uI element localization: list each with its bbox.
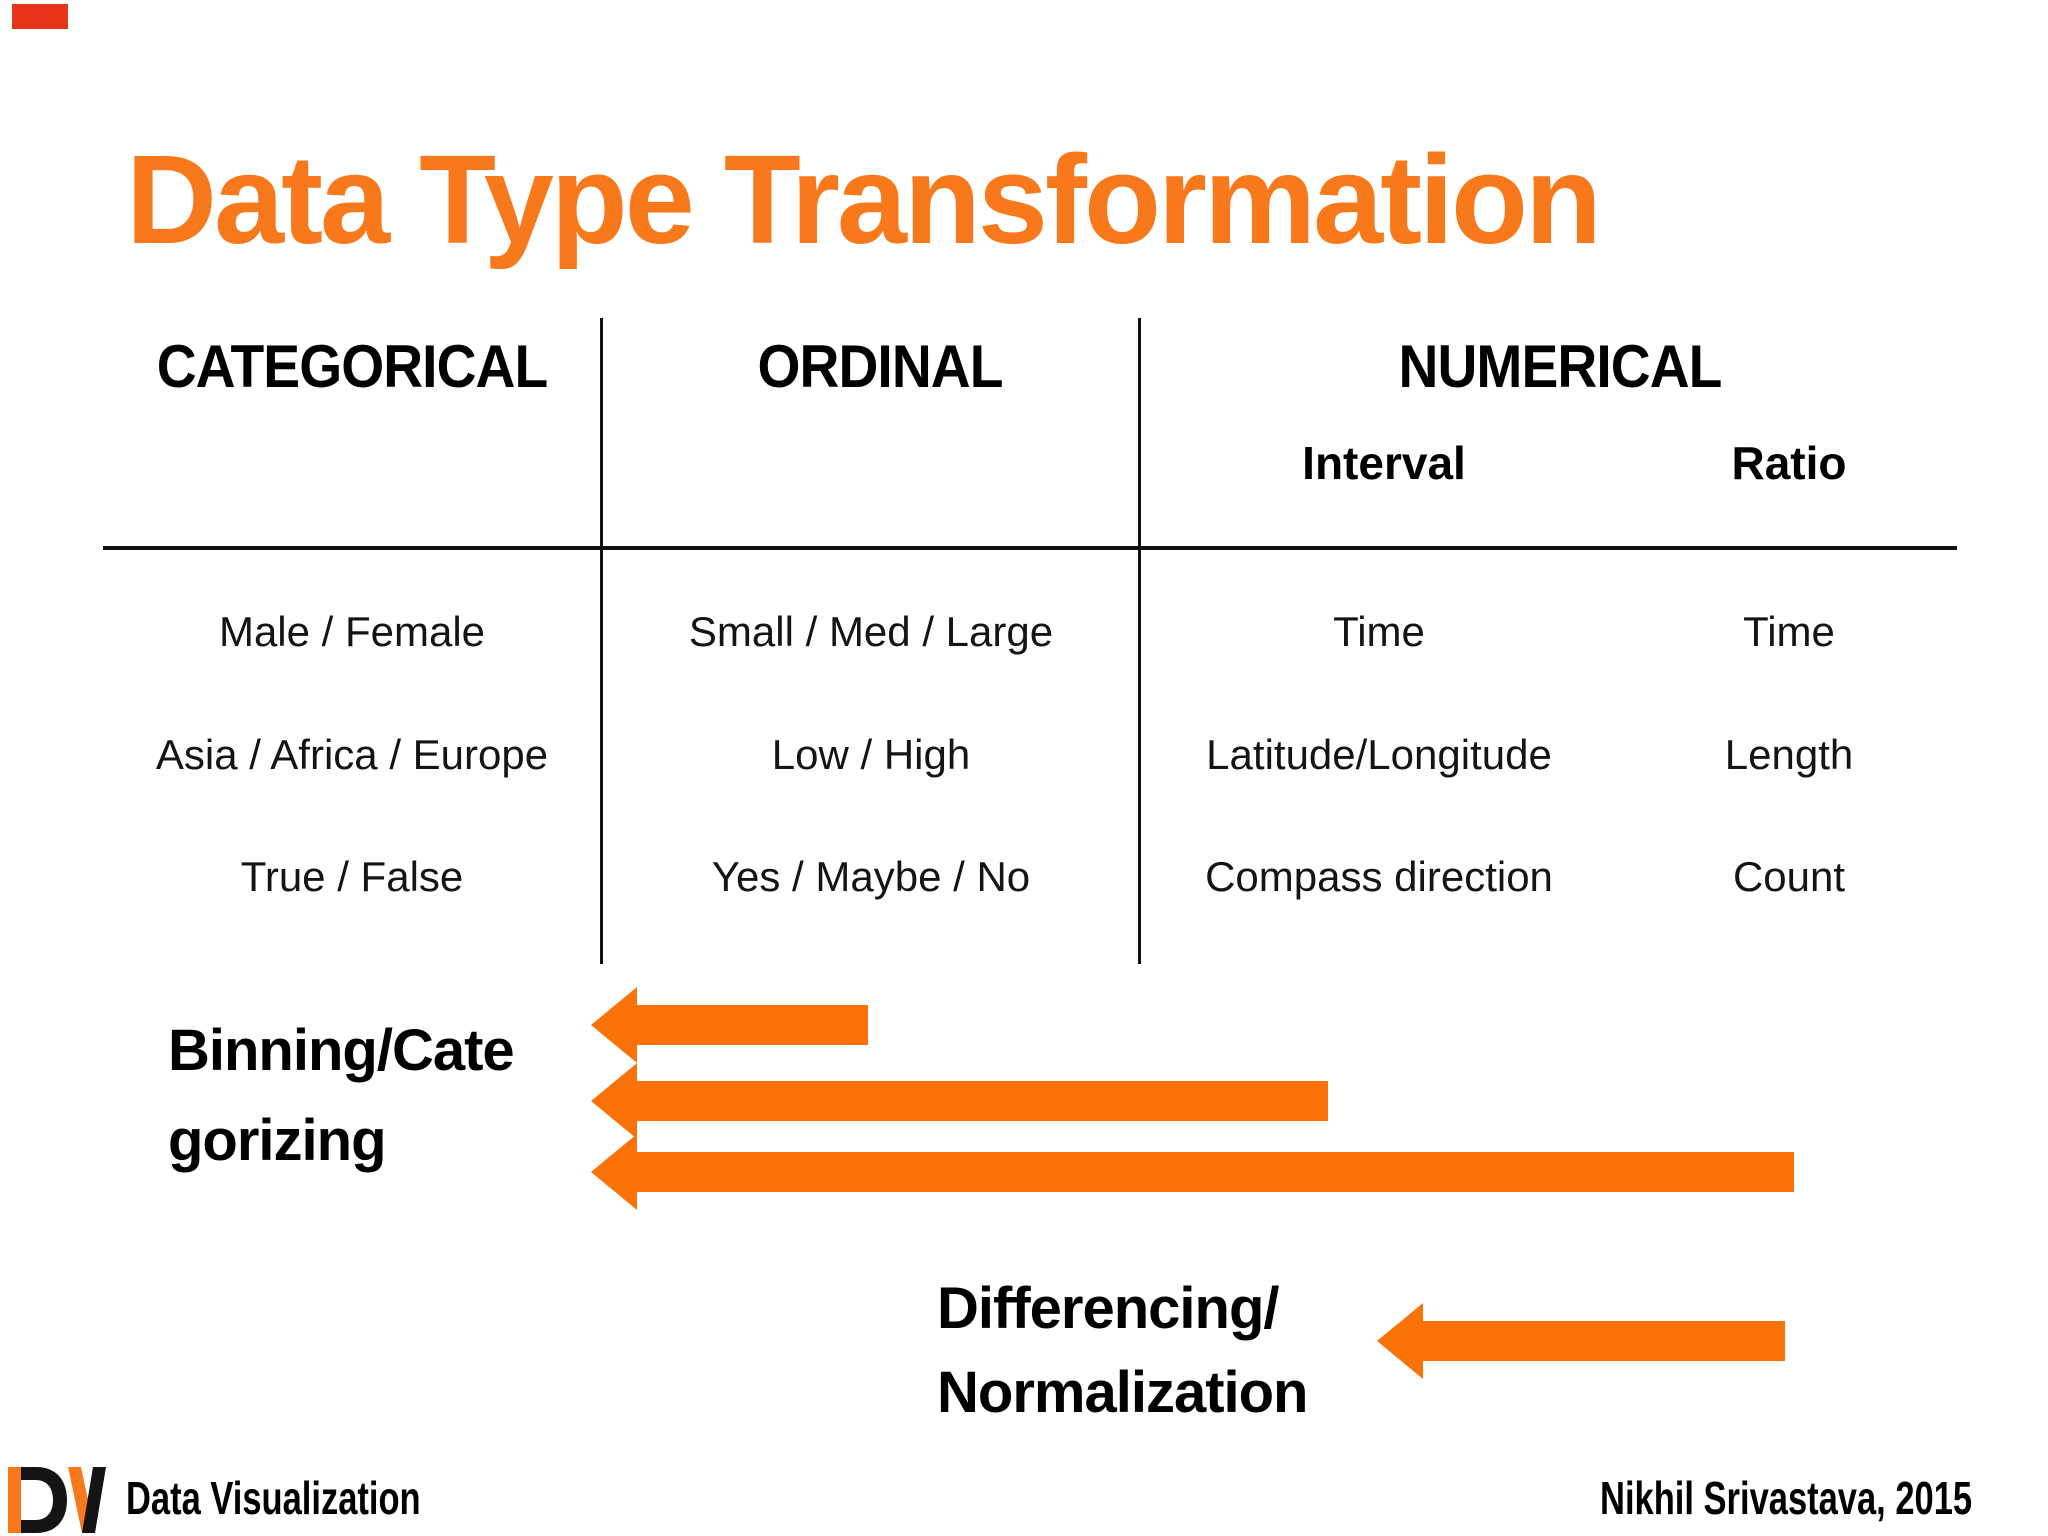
- arrowhead-icon: [1377, 1303, 1423, 1379]
- arrow-shaft: [637, 1152, 1794, 1192]
- arrow-shaft: [637, 1081, 1328, 1121]
- left-arrow-medium-icon: [591, 1063, 1328, 1139]
- corner-mark: [12, 4, 68, 29]
- binning-label: Binning/Cate gorizing: [168, 1006, 515, 1186]
- table-cell: Low / High: [771, 731, 971, 778]
- differencing-label: Differencing/ Normalization: [937, 1267, 1308, 1435]
- arrowhead-icon: [591, 1134, 637, 1210]
- arrowhead-icon: [591, 1063, 637, 1139]
- table-cell: Asia / Africa / Europe: [155, 731, 549, 778]
- left-arrow-long-icon: [591, 1134, 1794, 1210]
- arrow-shaft: [637, 1005, 868, 1045]
- binning-label-line1: Binning/Cate: [168, 1018, 515, 1083]
- differencing-label-line1: Differencing/: [937, 1276, 1279, 1341]
- table-divider-1: [600, 318, 603, 964]
- slide-title: Data Type Transformation: [126, 129, 1602, 270]
- differencing-label-line2: Normalization: [937, 1360, 1308, 1425]
- table-cell: Compass direction: [1205, 853, 1553, 900]
- table-cell: Yes / Maybe / No: [711, 853, 1031, 900]
- table-header-rule: [103, 546, 1957, 550]
- column-header-numerical: NUMERICAL: [1398, 333, 1723, 400]
- arrow-shaft: [1423, 1321, 1785, 1361]
- left-arrow-differencing-icon: [1377, 1303, 1785, 1379]
- table-cell: Latitude/Longitude: [1206, 731, 1552, 778]
- table-cell: Male / Female: [218, 608, 486, 655]
- table-cell: Time: [1333, 608, 1425, 655]
- subheader-ratio: Ratio: [1731, 437, 1847, 489]
- column-header-categorical: CATEGORICAL: [156, 333, 548, 400]
- table-cell: Count: [1732, 853, 1846, 900]
- table-cell: Small / Med / Large: [688, 608, 1054, 655]
- footer-author-credit: Nikhil Srivastava, 2015: [1599, 1472, 1972, 1524]
- table-cell: True / False: [240, 853, 464, 900]
- left-arrow-short-icon: [591, 987, 868, 1063]
- table-cell: Time: [1743, 608, 1835, 655]
- subheader-interval: Interval: [1302, 437, 1466, 489]
- table-cell: Length: [1724, 731, 1854, 778]
- arrowhead-icon: [591, 987, 637, 1063]
- binning-label-line2: gorizing: [168, 1108, 387, 1173]
- footer-course-name: Data Visualization: [126, 1472, 421, 1524]
- column-header-ordinal: ORDINAL: [757, 333, 1003, 400]
- dv-logo-icon: [8, 1467, 106, 1533]
- table-divider-2: [1138, 318, 1141, 964]
